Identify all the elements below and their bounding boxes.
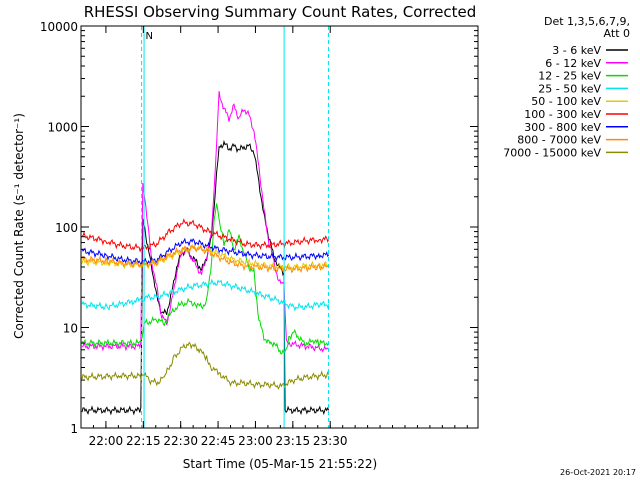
series-line-7000-15000keV	[81, 341, 330, 391]
series-line-6-12keV	[82, 91, 330, 353]
y-axis-label: Corrected Count Rate (s⁻¹ detector⁻¹)	[12, 113, 26, 339]
legend-header-line-1: Att 0	[604, 27, 630, 40]
series-line-100-300keV	[82, 218, 330, 253]
y-tick-label-1: 10	[63, 322, 78, 336]
x-tick-label-2: 22:30	[163, 434, 198, 448]
series-line-300-800keV	[81, 237, 330, 266]
legend-label-3: 25 - 50 keV	[538, 82, 601, 95]
y-tick-label-2: 100	[55, 221, 78, 235]
legend-label-2: 12 - 25 keV	[538, 70, 601, 83]
plot-area: N 22:00 22:15 22:30 22:45 23:00 23:15 23:30 1 10…	[40, 20, 479, 448]
y-tick-label-4: 10000	[40, 20, 78, 34]
series-line-3-6keV	[81, 139, 330, 416]
legend-header-line-0: Det 1,3,5,6,7,9,	[544, 15, 630, 28]
legend-label-7: 800 - 7000 keV	[517, 134, 601, 147]
legend-label-5: 100 - 300 keV	[524, 108, 601, 121]
legend-label-8: 7000 - 15000 keV	[503, 146, 601, 159]
x-tick-label-6: 23:30	[313, 434, 348, 448]
legend-header: Det 1,3,5,6,7,9,Att 0	[544, 15, 630, 40]
legend-label-6: 300 - 800 keV	[524, 121, 601, 134]
series-line-25-50keV	[81, 278, 330, 312]
y-tick-label-0: 1	[70, 422, 78, 436]
legend-label-1: 6 - 12 keV	[545, 57, 601, 70]
annotation-0: N	[146, 31, 153, 42]
x-tick-label-1: 22:15	[126, 434, 161, 448]
y-tick-label-3: 1000	[47, 121, 78, 135]
series-line-800-7000keV	[81, 244, 330, 274]
x-axis-label: Start Time (05-Mar-15 21:55:22)	[183, 457, 377, 471]
x-tick-label-4: 23:00	[238, 434, 273, 448]
legend-label-4: 50 - 100 keV	[531, 95, 601, 108]
x-tick-label-5: 23:15	[276, 434, 311, 448]
chart-title: RHESSI Observing Summary Count Rates, Co…	[84, 3, 477, 21]
timestamp: 26-Oct-2021 20:17	[560, 468, 636, 477]
x-tick-label-3: 22:45	[201, 434, 236, 448]
legend-label-0: 3 - 6 keV	[552, 44, 601, 57]
x-tick-label-0: 22:00	[89, 434, 124, 448]
plot-frame	[80, 25, 479, 429]
series-line-12-25keV	[81, 203, 330, 355]
